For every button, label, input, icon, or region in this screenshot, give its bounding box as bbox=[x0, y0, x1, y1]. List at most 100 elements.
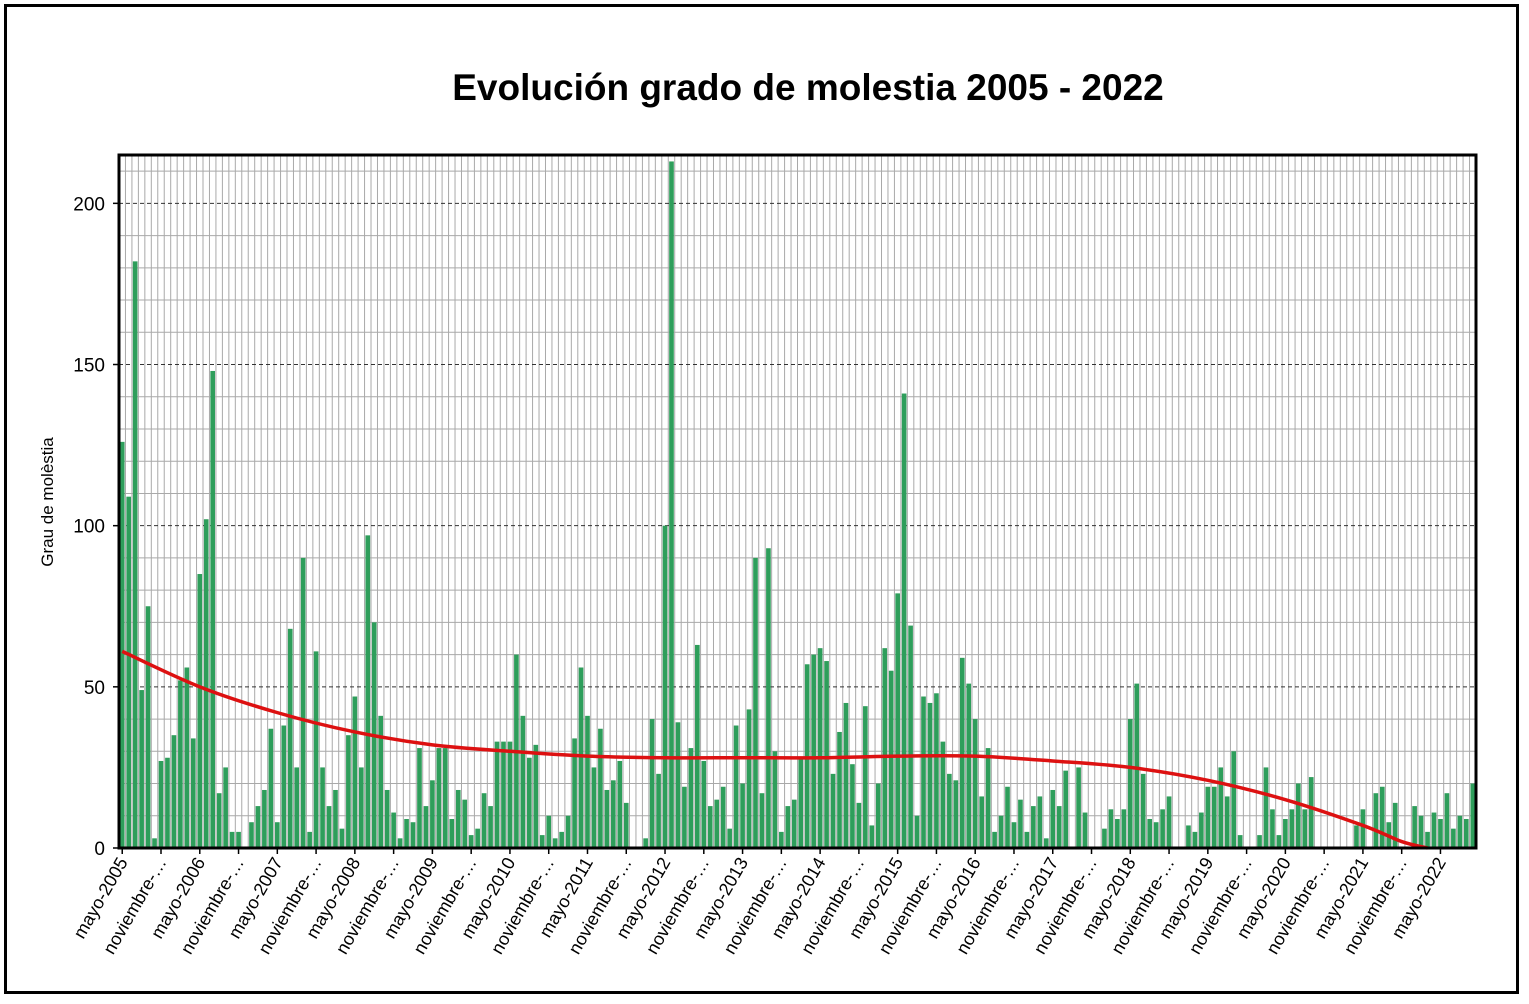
bar bbox=[979, 796, 984, 848]
y-tick-label: 200 bbox=[73, 194, 105, 215]
bar bbox=[539, 835, 545, 848]
bar bbox=[326, 806, 332, 848]
bar bbox=[772, 751, 778, 848]
bar bbox=[1153, 822, 1159, 848]
bar bbox=[236, 831, 241, 848]
bar bbox=[824, 661, 829, 848]
bar bbox=[126, 496, 132, 848]
bar bbox=[914, 815, 920, 848]
bar bbox=[1431, 812, 1437, 848]
bar bbox=[229, 831, 235, 848]
bar bbox=[1005, 786, 1010, 848]
bar bbox=[1308, 777, 1314, 848]
bar bbox=[643, 838, 648, 848]
bar bbox=[1102, 828, 1107, 848]
bar bbox=[158, 760, 164, 848]
bar bbox=[171, 735, 177, 848]
bar bbox=[1231, 751, 1237, 848]
bar bbox=[546, 815, 552, 848]
bar bbox=[785, 806, 791, 848]
bar bbox=[565, 815, 571, 848]
bar bbox=[436, 748, 442, 848]
bar bbox=[346, 735, 351, 848]
bar bbox=[766, 548, 771, 848]
bar bbox=[1134, 683, 1140, 848]
bar bbox=[1373, 793, 1379, 848]
bar bbox=[1031, 806, 1036, 848]
bar bbox=[145, 606, 151, 848]
bar bbox=[1121, 809, 1127, 848]
bar bbox=[1140, 773, 1146, 848]
bar bbox=[1457, 815, 1463, 848]
bar bbox=[1412, 806, 1417, 848]
bar bbox=[313, 651, 319, 848]
bar bbox=[475, 828, 480, 848]
bar bbox=[197, 574, 203, 848]
bar bbox=[1160, 809, 1165, 848]
bar bbox=[1018, 799, 1023, 848]
bar bbox=[1444, 793, 1450, 848]
bar bbox=[908, 625, 913, 848]
y-tick-label: 150 bbox=[73, 356, 105, 377]
bar bbox=[178, 680, 183, 848]
bar bbox=[365, 535, 371, 848]
y-tick-label: 100 bbox=[73, 517, 105, 538]
bar bbox=[152, 838, 157, 848]
plot-area: 050100150200mayo-2005noviembre-…mayo-200… bbox=[69, 153, 1478, 958]
bar bbox=[281, 725, 287, 848]
bar bbox=[992, 831, 997, 848]
bar bbox=[307, 831, 312, 848]
bar bbox=[901, 393, 907, 848]
bar bbox=[972, 719, 978, 848]
bar bbox=[695, 644, 700, 848]
bar bbox=[856, 802, 862, 848]
bar bbox=[139, 690, 144, 848]
bar bbox=[837, 731, 842, 848]
bar bbox=[1056, 806, 1062, 848]
bar bbox=[953, 780, 959, 848]
bar bbox=[888, 670, 894, 848]
bar bbox=[727, 828, 732, 848]
bar bbox=[572, 738, 577, 848]
bar bbox=[578, 667, 584, 848]
bar bbox=[533, 744, 539, 848]
bar bbox=[863, 706, 868, 848]
bar bbox=[675, 722, 681, 848]
bar bbox=[520, 715, 526, 848]
bar bbox=[1192, 831, 1198, 848]
bar bbox=[604, 789, 610, 848]
bar bbox=[669, 161, 674, 848]
bar bbox=[701, 760, 707, 848]
bar bbox=[682, 786, 687, 848]
bar bbox=[934, 693, 939, 848]
bar bbox=[1108, 809, 1114, 848]
bar bbox=[895, 593, 900, 848]
bar bbox=[662, 525, 668, 848]
bar bbox=[1418, 815, 1424, 848]
bar bbox=[688, 748, 694, 848]
bar bbox=[1037, 796, 1043, 848]
bar bbox=[740, 783, 745, 848]
bar bbox=[985, 748, 991, 848]
bar bbox=[287, 628, 293, 848]
bar bbox=[397, 838, 403, 848]
trend-line bbox=[121, 649, 1428, 850]
bar bbox=[352, 696, 358, 848]
bar bbox=[1147, 818, 1153, 848]
bar bbox=[791, 799, 797, 848]
bar bbox=[1302, 809, 1308, 848]
bar bbox=[1276, 835, 1282, 848]
bar bbox=[921, 696, 926, 848]
bar bbox=[300, 557, 306, 848]
bar bbox=[817, 648, 823, 848]
bar bbox=[210, 370, 216, 848]
bar bbox=[998, 815, 1004, 848]
bar bbox=[165, 757, 170, 848]
bar bbox=[1211, 786, 1217, 848]
bar bbox=[733, 725, 739, 848]
bar bbox=[190, 738, 196, 848]
bar bbox=[1257, 835, 1262, 848]
bar bbox=[779, 831, 784, 848]
bar bbox=[1011, 822, 1017, 848]
